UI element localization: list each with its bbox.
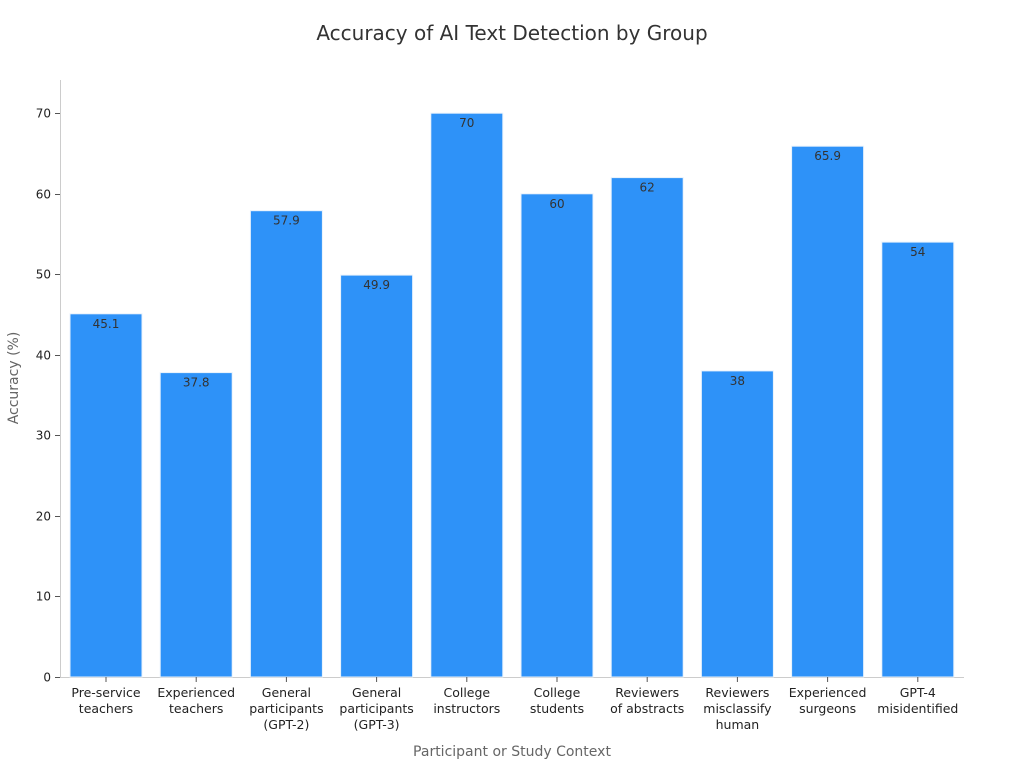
bar-value-label: 38 xyxy=(730,374,745,388)
x-tick-label-line: Experienced xyxy=(157,685,235,700)
bars-group xyxy=(69,112,955,678)
x-tick-label: Pre-service teachers xyxy=(71,685,140,716)
bar xyxy=(881,241,955,678)
x-tick-label: Experienced surgeons xyxy=(789,685,867,716)
x-tick-label-line: Reviewers xyxy=(615,685,679,700)
y-tick-label: 10 xyxy=(36,590,51,604)
x-tick-label-line: College xyxy=(443,685,490,700)
x-tick-label-line: General xyxy=(262,685,311,700)
bar-value-label: 54 xyxy=(910,245,925,259)
bar xyxy=(159,372,233,678)
bar-value-label: 57.9 xyxy=(273,214,300,228)
x-tick-label-line: human xyxy=(716,717,760,732)
x-tick-label: College instructors xyxy=(433,685,500,716)
bar-value-label: 37.8 xyxy=(183,376,210,390)
y-tick-label: 30 xyxy=(36,429,51,443)
x-tick-label-line: participants xyxy=(339,701,413,716)
bar-value-label: 62 xyxy=(640,181,655,195)
x-tick-label-line: participants xyxy=(249,701,323,716)
x-tick-label-line: Experienced xyxy=(789,685,867,700)
x-tick-label: GPT-4 misidentified xyxy=(877,685,958,716)
x-tick-label-line: GPT-4 xyxy=(900,685,936,700)
x-tick-label-line: surgeons xyxy=(799,701,856,716)
x-tick-label-line: Pre-service xyxy=(71,685,140,700)
chart-title: Accuracy of AI Text Detection by Group xyxy=(316,21,707,45)
x-tick-label: General participants (GPT-2) xyxy=(249,685,323,732)
y-tick-label: 70 xyxy=(36,107,51,121)
bar xyxy=(520,193,594,678)
x-tick-label-line: misclassify xyxy=(703,701,772,716)
bar-value-label: 70 xyxy=(459,116,474,130)
x-tick-label-line: Reviewers xyxy=(705,685,769,700)
x-tick-label-line: College xyxy=(534,685,581,700)
bar-value-label: 45.1 xyxy=(93,317,120,331)
bar-value-label: 49.9 xyxy=(363,278,390,292)
x-tick-label: Reviewers of abstracts xyxy=(610,685,684,716)
x-tick-label-line: students xyxy=(530,701,584,716)
x-tick-label-line: (GPT-3) xyxy=(354,717,400,732)
bar xyxy=(791,145,865,678)
y-tick-label: 50 xyxy=(36,268,51,282)
bar xyxy=(69,313,143,678)
bar xyxy=(430,112,504,678)
bar-value-label: 65.9 xyxy=(814,149,841,163)
x-tick-label: College students xyxy=(530,685,584,716)
bar xyxy=(249,210,323,678)
x-tick-label-line: instructors xyxy=(433,701,500,716)
bar xyxy=(340,274,414,678)
x-tick-label-line: teachers xyxy=(169,701,223,716)
y-tick-label: 40 xyxy=(36,349,51,363)
x-tick-label-line: misidentified xyxy=(877,701,958,716)
x-tick-label-line: of abstracts xyxy=(610,701,684,716)
x-tick-label: Experienced teachers xyxy=(157,685,235,716)
bar xyxy=(700,370,774,678)
y-tick-label: 0 xyxy=(43,671,51,685)
x-tick-label: General participants (GPT-3) xyxy=(339,685,413,732)
y-axis-title: Accuracy (%) xyxy=(6,332,22,425)
x-tick-label-line: teachers xyxy=(79,701,133,716)
x-tick-label-line: General xyxy=(352,685,401,700)
y-tick-label: 20 xyxy=(36,510,51,524)
x-tick-label-line: (GPT-2) xyxy=(263,717,309,732)
bar-value-labels: 45.1 37.8 57.9 49.9 70 60 62 38 65.9 54 xyxy=(93,116,926,389)
bar-value-label: 60 xyxy=(549,197,564,211)
y-tick-label: 60 xyxy=(36,188,51,202)
y-axis-ticks: 0 10 20 30 40 50 60 70 xyxy=(36,107,60,685)
x-axis-title: Participant or Study Context xyxy=(413,744,611,760)
x-tick-label: Reviewers misclassify human xyxy=(703,685,772,732)
bar xyxy=(610,177,684,678)
